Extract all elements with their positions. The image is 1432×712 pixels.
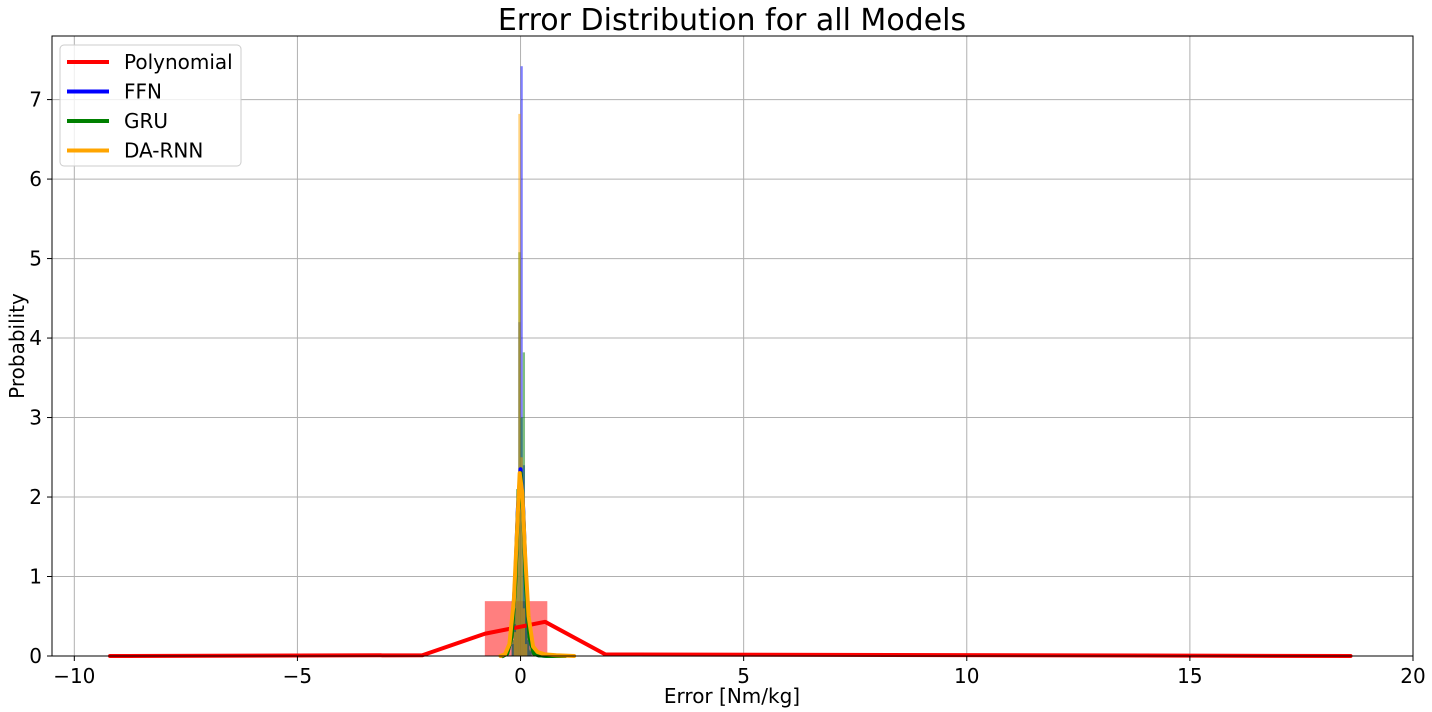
legend-box [59,44,242,167]
y-tick-label: 0 [29,644,42,668]
legend: Polynomial FFN GRU DA-RNN [59,44,242,167]
chart-title: Error Distribution for all Models [498,3,966,38]
hist-bar-gru [513,608,517,656]
y-axis-label: Probability [5,293,29,399]
hist-bar-gru [529,649,532,656]
hist-bar-da-rnn [516,512,519,656]
y-tick-label: 1 [29,565,42,589]
hist-bar-da-rnn [522,608,526,656]
y-tick-label: 7 [29,88,42,112]
line-da-rnn [498,471,577,658]
x-tick-label: −5 [283,664,312,688]
hist-bar-ffn [520,66,523,656]
x-tick-label: 10 [954,664,979,688]
legend-label-gru: GRU [124,109,168,133]
hist-bar-gru [527,636,530,656]
hist-bar-gru [511,640,514,656]
hist-bar-da-rnn [518,113,521,656]
hist-bar-da-rnn [525,644,528,656]
plot-frame [51,35,1414,657]
x-axis-label: Error [Nm/kg] [664,684,800,708]
x-tick-label: 5 [737,664,750,688]
legend-label-da-rnn: DA-RNN [124,139,203,163]
y-tick-label: 4 [29,326,42,350]
y-tick-label: 5 [29,247,42,271]
legend-label-ffn: FFN [124,80,162,104]
y-tick-label: 3 [29,406,42,430]
y-tick-label: 6 [29,167,42,191]
y-tick-label: 2 [29,485,42,509]
legend-label-polynomial: Polynomial [124,50,233,74]
x-tick-label: 0 [514,664,527,688]
x-tick-label: 15 [1177,664,1202,688]
hist-bar-da-rnn [513,632,517,656]
density-lines [108,467,1353,658]
x-tick-label: 20 [1400,664,1425,688]
axis-ticks: −10 −5 0 5 10 15 20 0 1 2 3 4 5 6 7 [29,88,1425,688]
line-polynomial [108,619,1353,658]
hist-bar-da-rnn [520,457,523,656]
grid-lines [52,36,1414,657]
x-tick-label: −10 [53,664,95,688]
